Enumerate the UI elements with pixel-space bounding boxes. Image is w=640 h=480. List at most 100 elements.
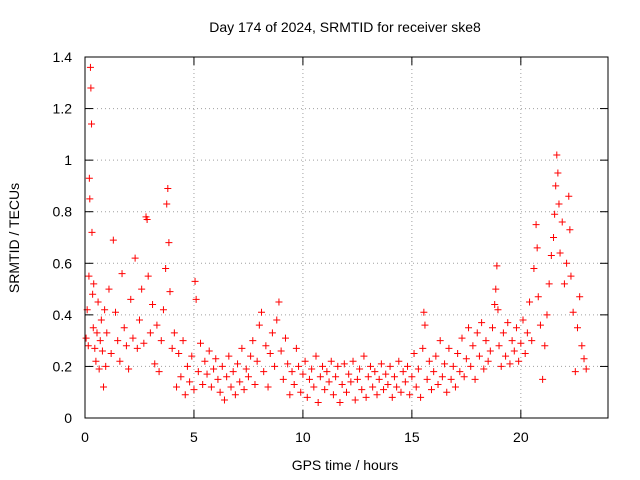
data-point <box>434 380 442 388</box>
data-point <box>212 355 220 363</box>
data-point <box>86 195 94 203</box>
data-point <box>131 254 139 262</box>
data-point <box>260 368 268 376</box>
data-point <box>249 337 257 345</box>
data-point <box>420 308 428 316</box>
data-point <box>98 347 106 355</box>
data-point <box>340 360 348 368</box>
data-point <box>153 321 161 329</box>
data-point <box>573 324 581 332</box>
data-point <box>475 352 483 360</box>
data-point <box>489 324 497 332</box>
data-point <box>343 388 350 396</box>
data-point <box>458 334 466 342</box>
data-point <box>244 373 252 381</box>
data-point <box>499 329 507 337</box>
data-point <box>399 368 407 376</box>
data-point <box>129 334 137 342</box>
data-point <box>386 362 394 370</box>
data-point <box>151 360 159 368</box>
data-point <box>191 277 199 285</box>
data-point <box>227 383 235 391</box>
data-point <box>382 370 390 378</box>
y-tick-label: 1.2 <box>53 101 73 117</box>
data-point <box>539 375 547 383</box>
data-point <box>89 324 97 332</box>
data-point <box>492 285 500 293</box>
data-point <box>497 362 505 370</box>
data-point <box>164 185 172 193</box>
data-point <box>281 334 289 342</box>
data-point <box>454 350 462 358</box>
data-point <box>297 388 305 396</box>
data-point <box>186 378 194 386</box>
data-point <box>451 383 459 391</box>
data-point <box>566 226 574 234</box>
data-point <box>205 347 213 355</box>
data-point <box>358 386 366 394</box>
data-point <box>543 311 551 319</box>
data-point <box>140 339 148 347</box>
data-point <box>96 337 104 345</box>
data-point <box>493 262 501 270</box>
data-point <box>168 344 176 352</box>
data-point <box>375 375 383 383</box>
data-point <box>107 350 115 358</box>
data-point <box>271 362 279 370</box>
data-point <box>504 319 512 327</box>
data-point <box>87 84 95 92</box>
data-point <box>181 391 189 399</box>
data-point <box>515 357 523 365</box>
data-point <box>177 373 185 381</box>
data-point <box>329 391 337 399</box>
data-point <box>478 319 486 327</box>
data-point <box>369 383 377 391</box>
data-point <box>510 347 518 355</box>
data-point <box>412 383 420 391</box>
data-point <box>327 357 335 365</box>
data-point <box>112 308 120 316</box>
data-point <box>356 365 364 373</box>
data-point <box>528 337 536 345</box>
data-point <box>190 386 198 394</box>
data-point <box>360 352 368 360</box>
data-point <box>192 295 200 303</box>
data-point <box>347 378 355 386</box>
chart-title: Day 174 of 2024, SRMTID for receiver ske… <box>209 19 481 35</box>
data-point <box>125 365 133 373</box>
data-point <box>201 357 209 365</box>
data-point <box>292 344 300 352</box>
data-point <box>308 365 316 373</box>
data-point <box>508 337 516 345</box>
data-point <box>138 285 146 293</box>
data-point <box>253 357 261 365</box>
data-point <box>210 365 218 373</box>
data-point <box>336 399 344 407</box>
data-point <box>85 272 93 280</box>
gridlines <box>85 57 608 418</box>
data-point <box>417 393 425 401</box>
data-point <box>231 391 239 399</box>
data-point <box>92 357 100 365</box>
data-point <box>582 365 590 373</box>
data-point <box>279 375 287 383</box>
data-point <box>305 375 313 383</box>
data-point <box>102 362 110 370</box>
data-point <box>116 357 124 365</box>
data-point <box>362 393 370 401</box>
data-point <box>482 337 490 345</box>
data-point <box>118 270 126 278</box>
data-point <box>423 375 431 383</box>
data-point <box>551 210 559 218</box>
data-point <box>552 182 560 190</box>
data-point <box>277 347 285 355</box>
data-point <box>242 365 250 373</box>
data-point <box>567 272 575 280</box>
data-point <box>273 316 281 324</box>
data-point <box>240 386 248 394</box>
data-point <box>401 378 409 386</box>
data-point <box>170 329 178 337</box>
data-point <box>95 365 103 373</box>
data-point <box>530 264 538 272</box>
data-point <box>85 174 93 182</box>
